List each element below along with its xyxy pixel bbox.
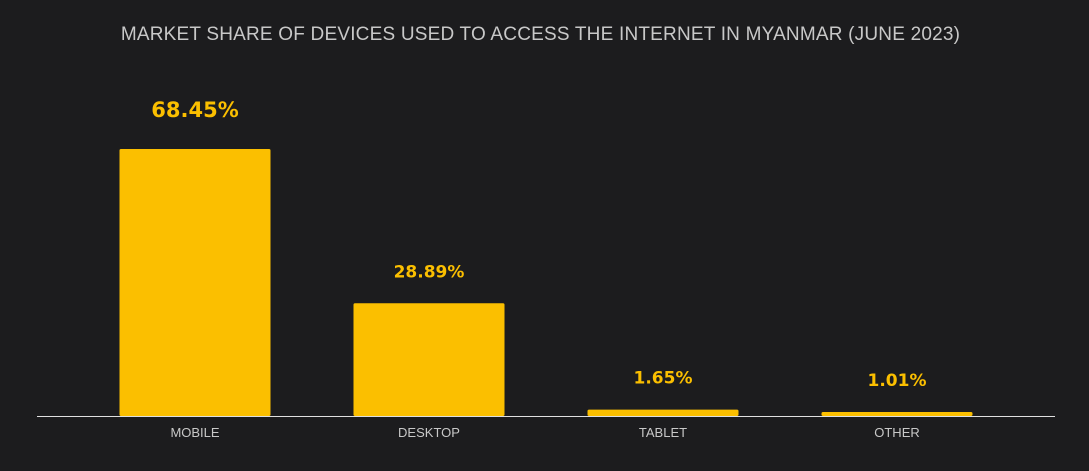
x-tick-tablet: TABLET [639,425,687,440]
data-label-mobile: 68.45% [151,98,238,122]
bar-tablet [587,409,739,416]
x-tick-other: OTHER [874,425,920,440]
bar-other [821,412,973,416]
data-label-other: 1.01% [868,371,927,391]
data-label-tablet: 1.65% [634,369,693,389]
bar-mobile [119,149,271,416]
chart-title: MARKET SHARE OF DEVICES USED TO ACCESS T… [120,24,961,45]
x-tick-mobile: MOBILE [170,425,219,440]
x-tick-desktop: DESKTOP [398,425,460,440]
data-label-desktop: 28.89% [394,262,465,282]
bar-desktop [353,303,505,416]
